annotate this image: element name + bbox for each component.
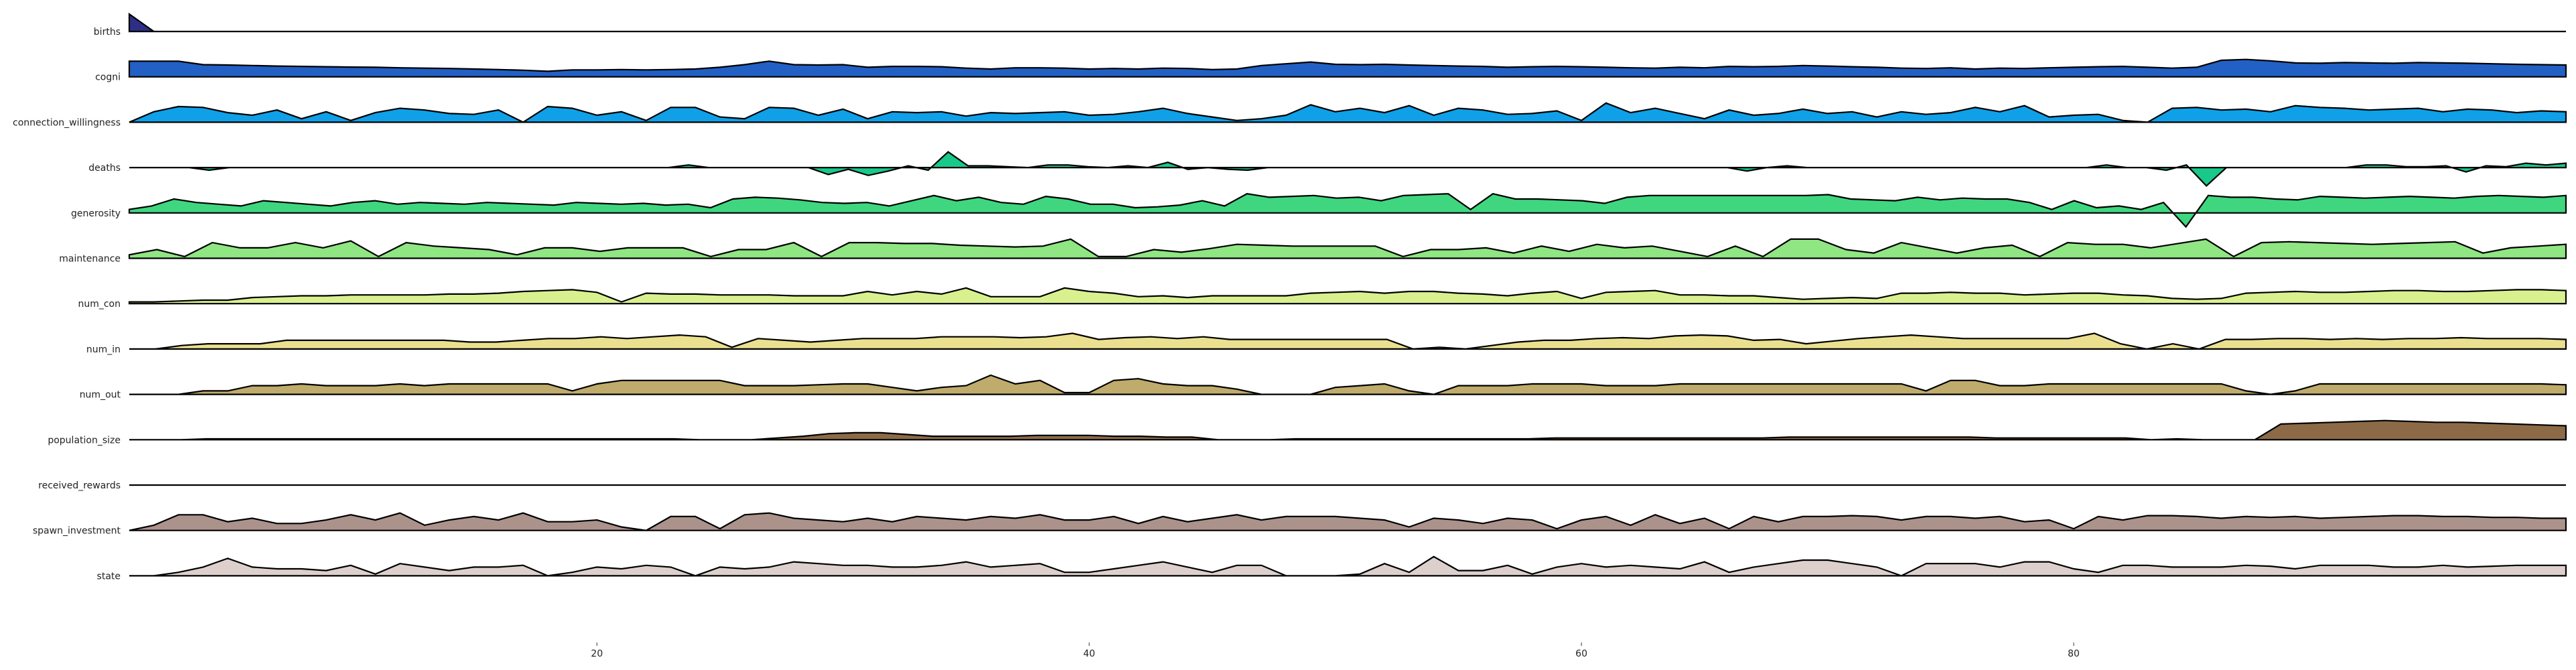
series-label: maintenance xyxy=(59,254,121,265)
series-area xyxy=(128,58,2567,78)
series-area xyxy=(129,374,2567,395)
series-label: spawn_investment xyxy=(33,526,121,537)
series-label: births xyxy=(94,27,121,38)
ridge-row: maintenance xyxy=(59,238,2567,265)
ridge-row: received_rewards xyxy=(38,480,2566,491)
series-label: population_size xyxy=(48,435,121,446)
ridge-row: cogni xyxy=(95,58,2567,83)
series-label: cogni xyxy=(95,72,121,83)
series-label: state xyxy=(97,571,121,582)
ridge-row: population_size xyxy=(48,419,2567,446)
series-area xyxy=(128,12,2566,33)
series-area xyxy=(129,332,2567,350)
series-area xyxy=(129,102,2567,123)
series-label: connection_willingness xyxy=(13,117,121,128)
x-tick-label: 80 xyxy=(2068,649,2080,659)
series-label: num_con xyxy=(78,299,121,310)
x-tick-label: 60 xyxy=(1575,649,1587,659)
series-label: generosity xyxy=(71,208,121,219)
series-area xyxy=(129,419,2567,441)
series-area xyxy=(128,238,2567,259)
ridge-row: num_in xyxy=(86,332,2567,355)
ridge-row: deaths xyxy=(88,151,2567,187)
series-area xyxy=(129,151,2567,187)
series-label: num_in xyxy=(86,344,121,355)
ridge-row: num_con xyxy=(78,287,2567,310)
x-tick-label: 20 xyxy=(591,649,603,659)
series-label: deaths xyxy=(88,163,121,174)
x-axis: 20 40 60 80 xyxy=(591,643,2080,659)
ridge-row: num_out xyxy=(80,374,2567,401)
series-area xyxy=(129,555,2567,577)
ridge-row: generosity xyxy=(71,193,2567,228)
ridge-row: connection_willingness xyxy=(13,102,2567,128)
series-area xyxy=(128,193,2567,228)
series-area xyxy=(128,287,2567,305)
ridge-row: state xyxy=(97,555,2567,582)
ridge-row: births xyxy=(94,12,2566,38)
ridge-row: spawn_investment xyxy=(33,512,2567,537)
series-label: received_rewards xyxy=(38,480,121,491)
x-tick-label: 40 xyxy=(1083,649,1095,659)
series-area xyxy=(129,512,2567,531)
series-label: num_out xyxy=(80,390,121,401)
